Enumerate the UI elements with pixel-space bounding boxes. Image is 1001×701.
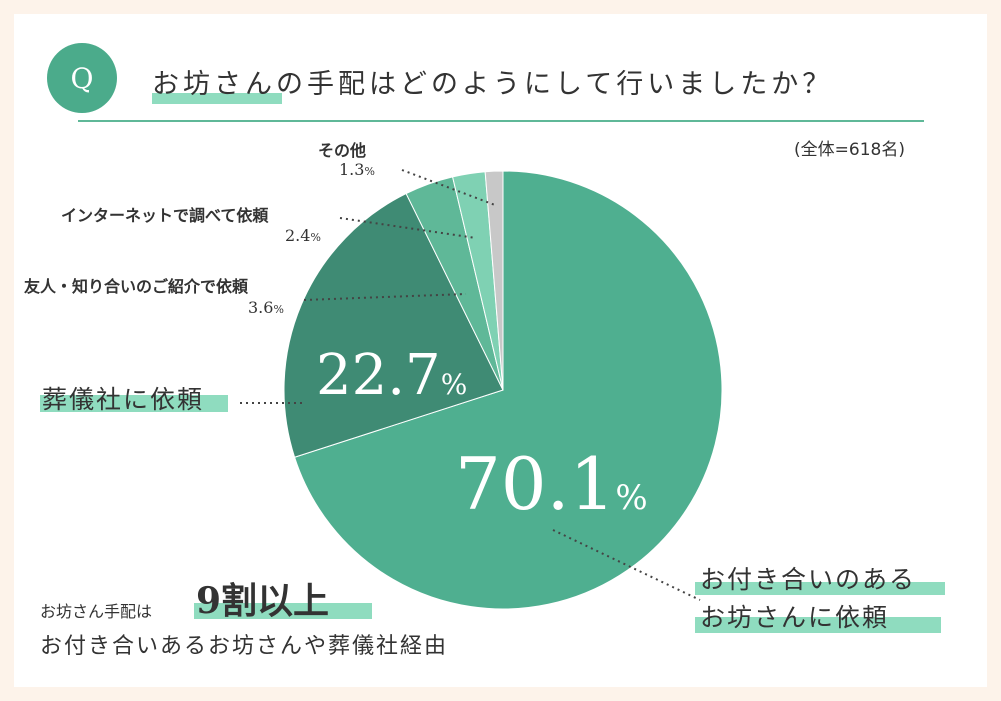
funeral-label-highlight bbox=[40, 395, 228, 412]
pct-label-funeral: 22.7% bbox=[316, 343, 468, 408]
pct-label-other: 1.3% bbox=[339, 160, 375, 179]
slice-other bbox=[484, 170, 504, 391]
slice-label-internet: インターネットで調べて依頼 bbox=[61, 206, 269, 225]
summary-emphasis: 9割以上 bbox=[196, 580, 330, 622]
summary-emphasis-highlight bbox=[194, 603, 372, 619]
title-highlight bbox=[152, 93, 282, 104]
summary-prefix: お坊さん手配は bbox=[40, 602, 153, 621]
slice-label-funeral: 葬儀社に依頼 bbox=[42, 385, 205, 414]
slice-funeral-company bbox=[283, 192, 504, 458]
slice-label-acquaintance-line1: お付き合いのある bbox=[700, 565, 917, 594]
pct-label-internet: 2.4% bbox=[285, 226, 321, 245]
acquaintance-label-highlight-2 bbox=[695, 617, 941, 633]
slice-label-referral: 友人・知り合いのご紹介で依頼 bbox=[24, 277, 249, 296]
slice-label-other: その他 bbox=[318, 141, 367, 160]
slice-label-acquaintance-line2: お坊さんに依頼 bbox=[700, 603, 890, 632]
slice-acquaintance-monk bbox=[293, 170, 723, 610]
question-badge: Q bbox=[47, 43, 117, 113]
sample-size: (全体=618名) bbox=[794, 140, 905, 160]
pct-label-referral: 3.6% bbox=[248, 298, 284, 317]
leader-other bbox=[401, 169, 496, 206]
acquaintance-label-highlight-1 bbox=[695, 582, 945, 595]
leader-internet bbox=[339, 217, 477, 239]
summary-line2: お付き合いあるお坊さんや葬儀社経由 bbox=[40, 634, 449, 659]
pct-label-acquaintance-monk: 70.1% bbox=[455, 442, 648, 526]
question-title: お坊さんの手配はどのようにして行いましたか？ bbox=[152, 69, 834, 100]
title-underline bbox=[78, 120, 924, 122]
